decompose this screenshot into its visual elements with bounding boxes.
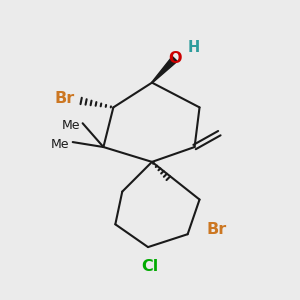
Text: Me: Me (50, 138, 69, 151)
Text: H: H (188, 40, 200, 56)
Text: Cl: Cl (141, 260, 159, 274)
Text: Br: Br (55, 91, 75, 106)
Text: O: O (168, 51, 182, 66)
Text: Br: Br (206, 222, 227, 237)
Text: Me: Me (62, 119, 81, 132)
Polygon shape (152, 56, 177, 83)
